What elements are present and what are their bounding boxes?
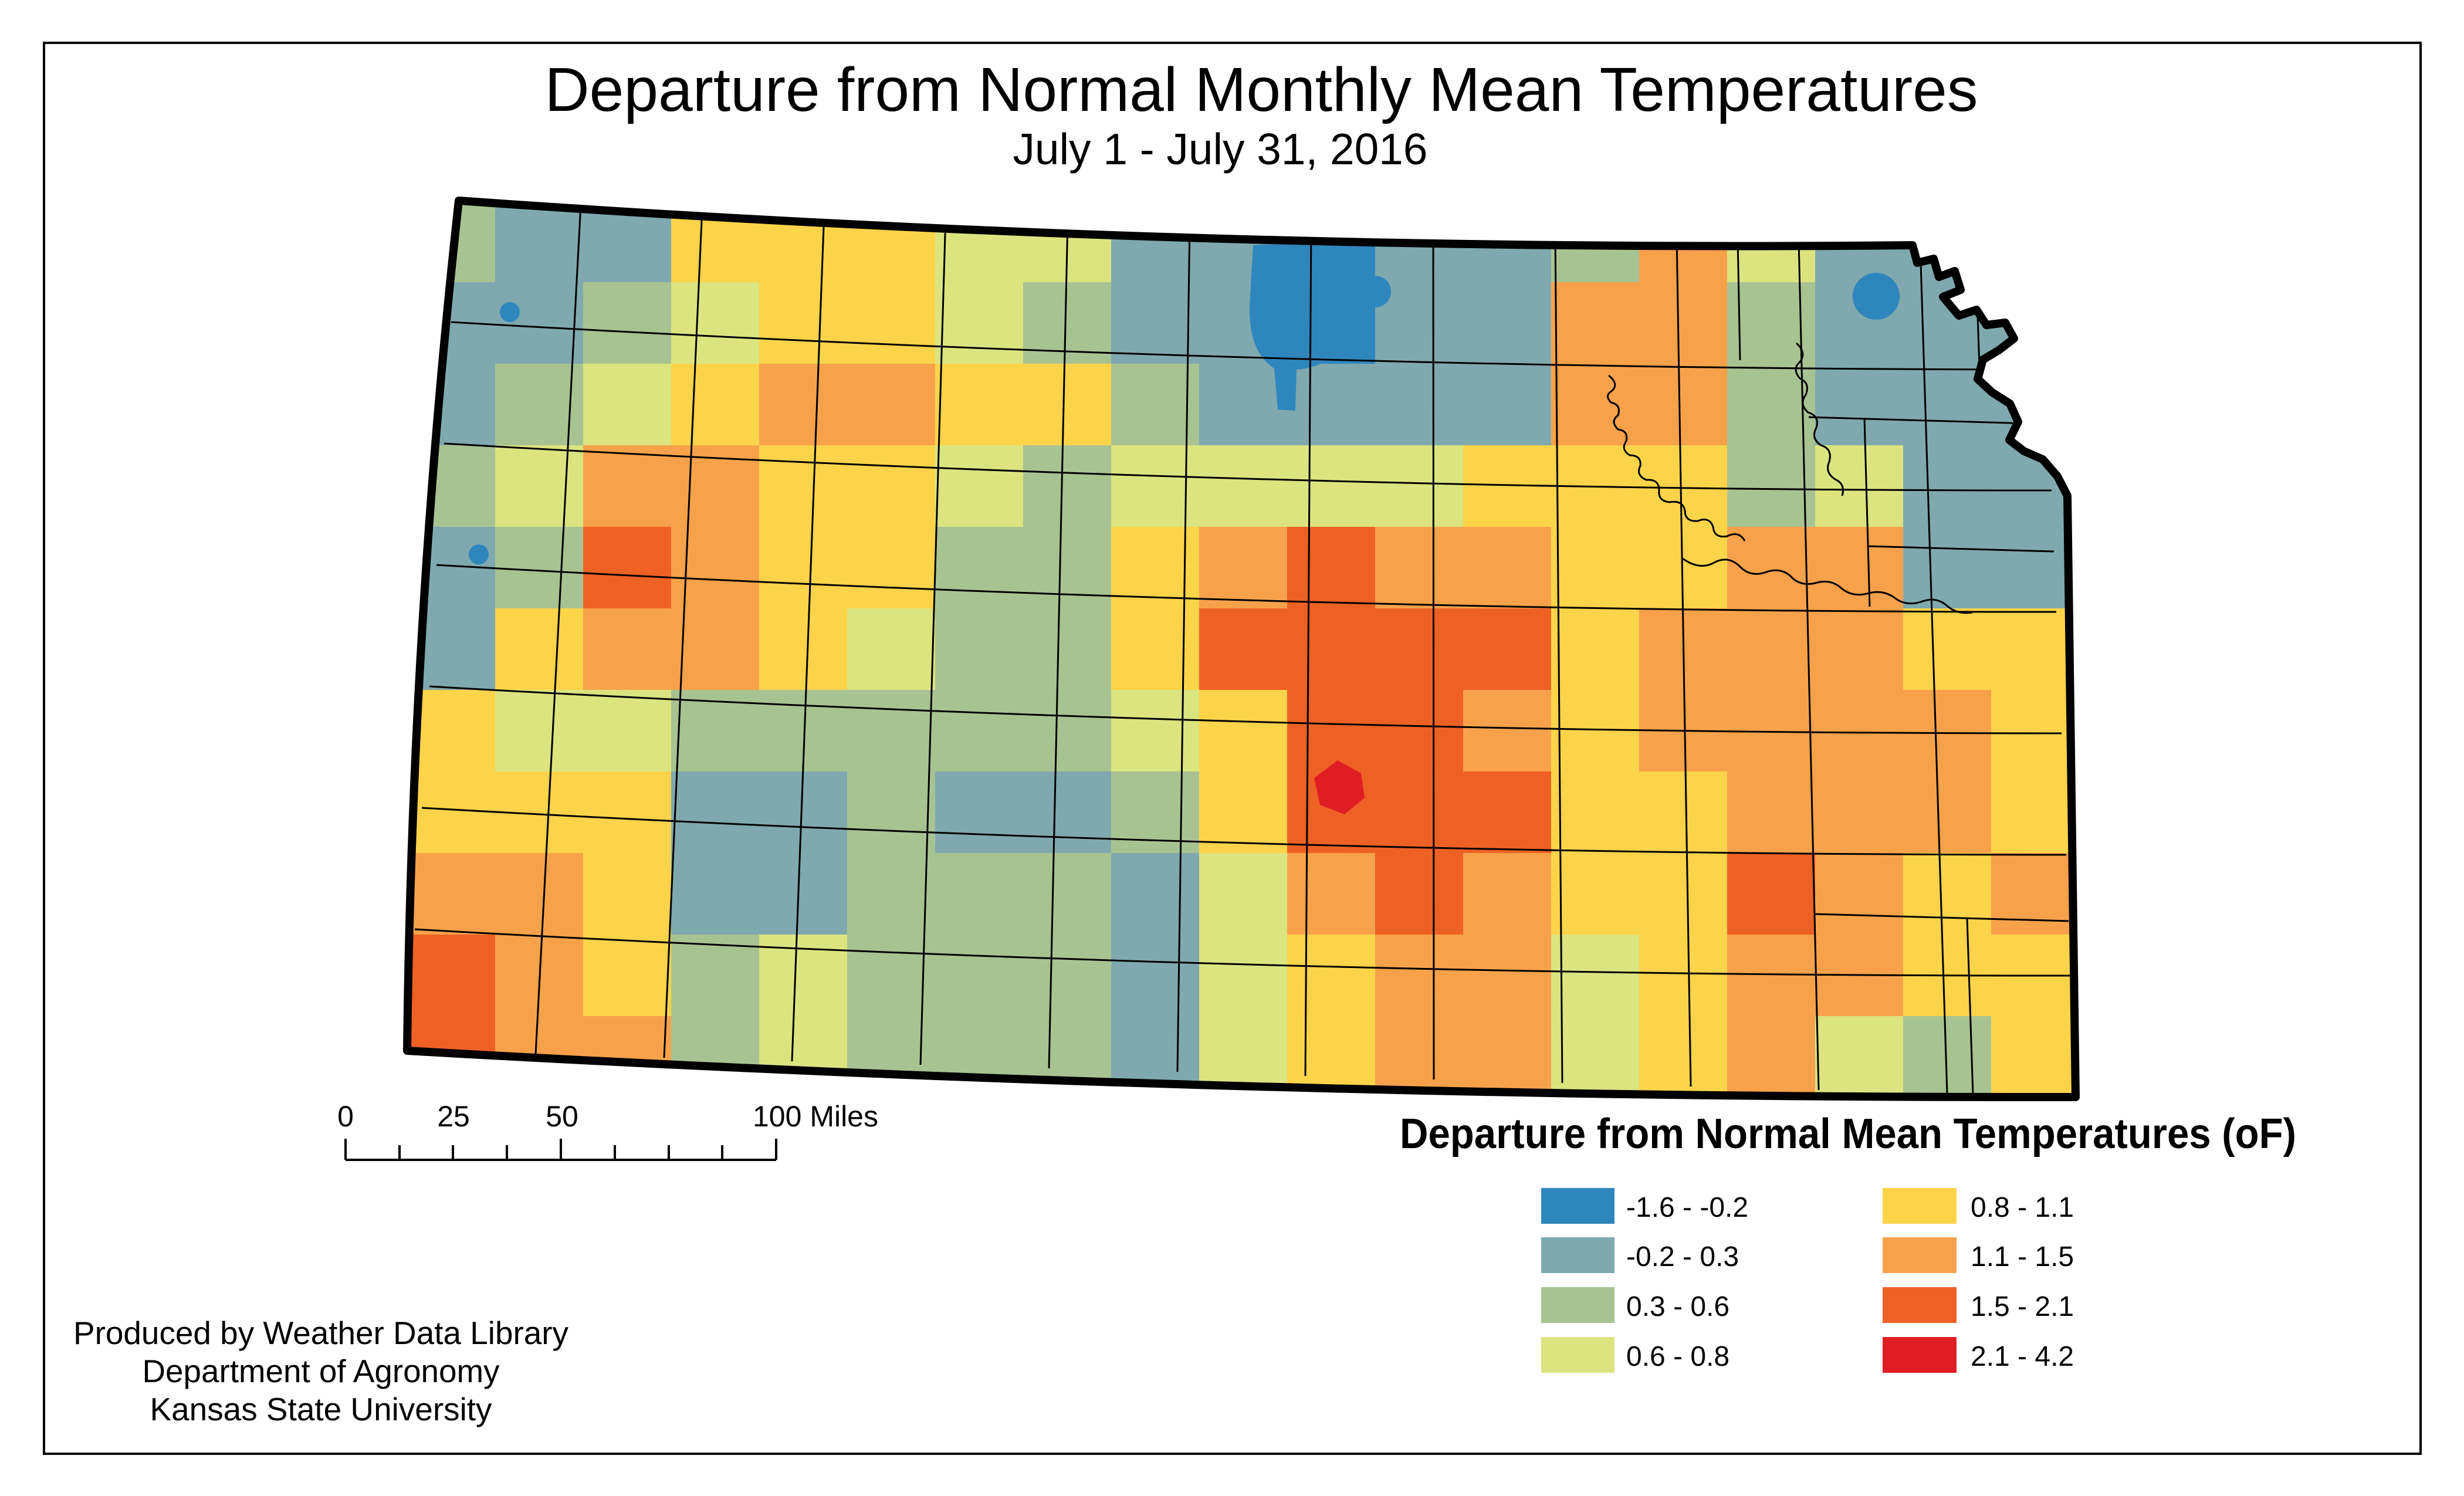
svg-text:0: 0	[337, 1100, 354, 1133]
svg-text:Department of Agronomy: Department of Agronomy	[143, 1353, 500, 1389]
svg-text:July 1 - July 31, 2016: July 1 - July 31, 2016	[1013, 124, 1428, 174]
svg-text:1.5 - 2.1: 1.5 - 2.1	[1971, 1291, 2074, 1322]
svg-text:-0.2 - 0.3: -0.2 - 0.3	[1626, 1241, 1739, 1272]
svg-text:0.3 - 0.6: 0.3 - 0.6	[1626, 1291, 1729, 1322]
svg-text:0.6 - 0.8: 0.6 - 0.8	[1626, 1341, 1729, 1372]
svg-text:Departure from Normal Mean Tem: Departure from Normal Mean Temperatures …	[1400, 1111, 2296, 1157]
svg-text:-1.6 - -0.2: -1.6 - -0.2	[1626, 1192, 1748, 1223]
svg-text:50: 50	[546, 1100, 578, 1133]
svg-text:Produced by Weather Data Libra: Produced by Weather Data Library	[73, 1315, 568, 1351]
svg-text:2.1 - 4.2: 2.1 - 4.2	[1971, 1341, 2074, 1372]
svg-text:Departure from Normal Monthly: Departure from Normal Monthly Mean Tempe…	[545, 55, 1978, 124]
svg-text:25: 25	[437, 1100, 470, 1133]
svg-text:Kansas State University: Kansas State University	[150, 1391, 492, 1427]
svg-text:100 Miles: 100 Miles	[753, 1100, 878, 1133]
svg-text:1.1 - 1.5: 1.1 - 1.5	[1971, 1241, 2074, 1272]
svg-text:0.8 - 1.1: 0.8 - 1.1	[1971, 1192, 2074, 1223]
